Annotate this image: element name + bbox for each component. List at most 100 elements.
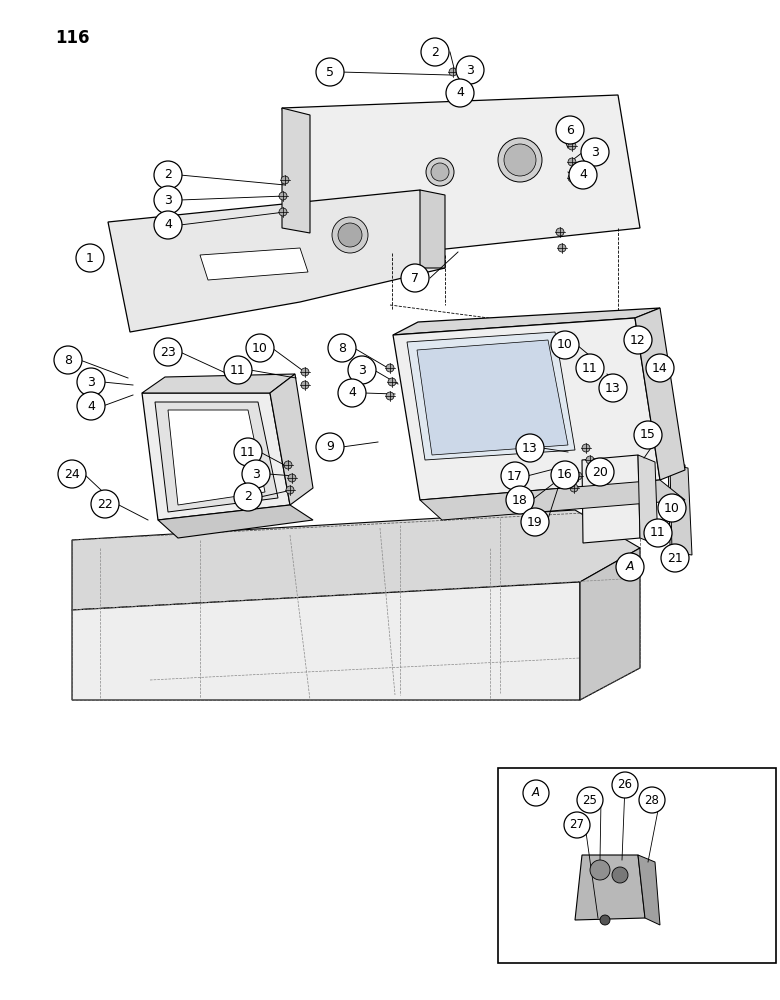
Circle shape — [501, 462, 529, 490]
Circle shape — [551, 461, 579, 489]
Text: 3: 3 — [87, 375, 95, 388]
Circle shape — [564, 812, 590, 838]
Circle shape — [388, 378, 396, 386]
Text: 10: 10 — [664, 502, 680, 514]
Circle shape — [426, 158, 454, 186]
Circle shape — [54, 346, 82, 374]
Text: 3: 3 — [252, 468, 260, 481]
Circle shape — [634, 421, 662, 449]
Circle shape — [516, 434, 544, 462]
Circle shape — [646, 354, 674, 382]
Circle shape — [454, 88, 462, 96]
Text: 20: 20 — [592, 466, 608, 479]
Polygon shape — [158, 505, 313, 538]
Text: 23: 23 — [160, 346, 176, 359]
Circle shape — [431, 163, 449, 181]
Text: 3: 3 — [466, 64, 474, 77]
Circle shape — [338, 379, 366, 407]
Text: 17: 17 — [507, 470, 523, 483]
Polygon shape — [407, 332, 575, 460]
Polygon shape — [580, 548, 640, 700]
Text: 2: 2 — [431, 45, 439, 58]
Circle shape — [338, 223, 362, 247]
Circle shape — [242, 460, 270, 488]
Circle shape — [581, 138, 609, 166]
Circle shape — [286, 486, 294, 494]
Circle shape — [639, 787, 665, 813]
Text: 28: 28 — [644, 794, 659, 806]
Circle shape — [301, 368, 309, 376]
Circle shape — [281, 176, 289, 184]
Circle shape — [401, 264, 429, 292]
Text: A: A — [626, 560, 634, 574]
Circle shape — [551, 331, 579, 359]
Circle shape — [386, 392, 394, 400]
Circle shape — [234, 483, 262, 511]
Polygon shape — [72, 510, 640, 610]
Text: 4: 4 — [456, 87, 464, 100]
Circle shape — [316, 58, 344, 86]
Circle shape — [599, 374, 627, 402]
Text: 4: 4 — [164, 219, 172, 232]
Text: 4: 4 — [348, 386, 356, 399]
Circle shape — [234, 438, 262, 466]
Polygon shape — [420, 480, 685, 520]
Circle shape — [576, 354, 604, 382]
Text: 3: 3 — [358, 363, 366, 376]
Text: 24: 24 — [64, 468, 80, 481]
Circle shape — [506, 486, 534, 514]
Text: 9: 9 — [326, 440, 334, 454]
Circle shape — [644, 519, 672, 547]
Circle shape — [224, 356, 252, 384]
Polygon shape — [142, 374, 295, 393]
Circle shape — [91, 490, 119, 518]
Text: 25: 25 — [583, 794, 597, 806]
Circle shape — [592, 370, 600, 378]
Text: A: A — [532, 786, 540, 800]
Polygon shape — [420, 190, 445, 268]
Circle shape — [556, 116, 584, 144]
Circle shape — [661, 544, 689, 572]
Circle shape — [498, 138, 542, 182]
Circle shape — [568, 174, 576, 182]
Circle shape — [246, 334, 274, 362]
Circle shape — [449, 68, 457, 76]
Circle shape — [328, 334, 356, 362]
Text: 1: 1 — [86, 251, 94, 264]
Circle shape — [279, 208, 287, 216]
Circle shape — [586, 356, 594, 364]
Circle shape — [556, 228, 564, 236]
Polygon shape — [393, 318, 660, 500]
Text: 3: 3 — [164, 194, 172, 207]
Circle shape — [348, 356, 376, 384]
Circle shape — [658, 494, 686, 522]
Circle shape — [154, 338, 182, 366]
Text: 8: 8 — [64, 354, 72, 366]
Circle shape — [586, 456, 594, 464]
Circle shape — [624, 326, 652, 354]
Text: 5: 5 — [326, 66, 334, 79]
Polygon shape — [393, 308, 660, 335]
Text: 11: 11 — [582, 361, 598, 374]
Text: 12: 12 — [630, 334, 646, 347]
Text: 7: 7 — [411, 271, 419, 284]
Circle shape — [316, 433, 344, 461]
Circle shape — [570, 484, 578, 492]
Text: 11: 11 — [650, 526, 666, 540]
Circle shape — [582, 444, 590, 452]
Circle shape — [77, 368, 105, 396]
Text: 4: 4 — [579, 168, 587, 182]
Text: 21: 21 — [667, 552, 682, 564]
Polygon shape — [417, 340, 568, 455]
Circle shape — [284, 461, 292, 469]
Circle shape — [577, 787, 603, 813]
Circle shape — [58, 460, 86, 488]
Circle shape — [568, 158, 576, 166]
Circle shape — [612, 772, 638, 798]
Circle shape — [77, 392, 105, 420]
Polygon shape — [582, 455, 640, 543]
Circle shape — [504, 144, 536, 176]
Circle shape — [568, 142, 576, 150]
Polygon shape — [668, 460, 688, 548]
Circle shape — [586, 458, 614, 486]
